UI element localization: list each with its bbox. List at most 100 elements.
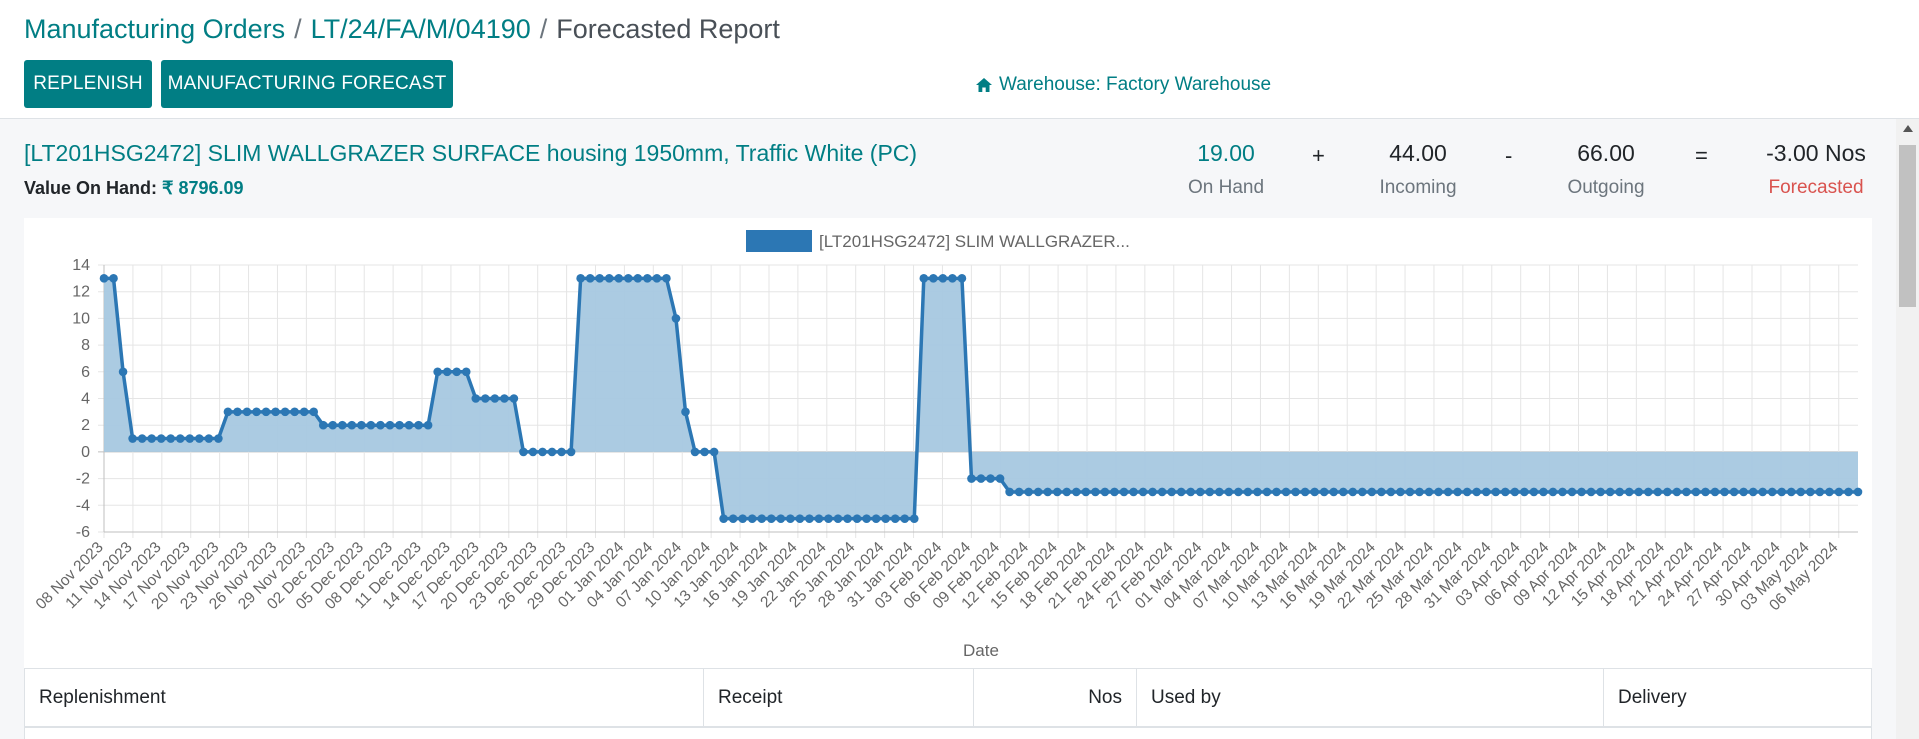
data-point — [309, 407, 319, 417]
data-point — [1815, 487, 1825, 497]
data-point — [1453, 487, 1462, 497]
data-point — [1348, 487, 1358, 497]
data-point — [1653, 487, 1663, 497]
data-point — [986, 474, 995, 483]
data-point — [1710, 487, 1720, 497]
forecast-chart: 14 12 10 8 6 4 2 0 -2 -4 -6 08 Nov 2023 11 Nov 2023 1… — [24, 218, 1872, 668]
data-point — [1386, 487, 1396, 497]
data-point — [1615, 487, 1624, 497]
data-point — [1005, 487, 1014, 497]
column-header-replenishment[interactable]: Replenishment — [25, 669, 704, 727]
data-point — [1396, 487, 1405, 497]
column-header-used-by[interactable]: Used by — [1137, 669, 1604, 727]
data-point — [938, 274, 948, 283]
data-point — [900, 514, 910, 523]
data-point — [633, 274, 643, 283]
scroll-up-arrow-icon[interactable] — [1903, 125, 1913, 132]
y-tick-label: 12 — [72, 284, 90, 301]
y-tick-label: -6 — [76, 524, 90, 541]
data-point — [261, 407, 271, 417]
data-point — [338, 420, 347, 430]
data-point — [1844, 487, 1853, 497]
column-header-receipt[interactable]: Receipt — [704, 669, 974, 727]
data-point — [852, 514, 862, 523]
data-point — [1548, 487, 1558, 497]
data-point — [1739, 487, 1748, 497]
data-point — [528, 447, 538, 457]
minus-operator: - — [1505, 143, 1513, 168]
data-point — [481, 394, 490, 403]
data-point — [1338, 487, 1348, 497]
data-point — [728, 514, 738, 523]
data-point — [1367, 487, 1377, 497]
data-point — [519, 447, 528, 457]
data-point — [1157, 487, 1167, 497]
data-point — [1434, 487, 1443, 497]
data-point — [948, 274, 957, 283]
data-point — [890, 514, 900, 523]
equals-operator: = — [1695, 143, 1708, 168]
outgoing-label: Outgoing — [1567, 177, 1645, 198]
data-point — [957, 274, 967, 283]
data-point — [1291, 487, 1300, 497]
data-point — [1091, 487, 1100, 497]
data-point — [128, 434, 137, 443]
data-point — [233, 407, 242, 417]
forecasted-stat: -3.00 Nos Forecasted — [1753, 140, 1879, 199]
data-point — [137, 434, 147, 443]
column-header-quantity[interactable]: Nos — [974, 669, 1137, 727]
data-point — [757, 514, 767, 523]
data-point — [1729, 487, 1739, 497]
on-hand-value: 19.00 — [1197, 140, 1255, 166]
data-point — [1691, 487, 1701, 497]
data-point — [299, 407, 309, 417]
data-point — [242, 407, 252, 417]
data-point — [1748, 487, 1758, 497]
data-point — [1481, 487, 1491, 497]
data-point — [576, 274, 585, 283]
data-point — [500, 394, 509, 403]
y-tick-label: 10 — [72, 310, 90, 327]
y-tick-label: 0 — [81, 444, 90, 461]
scrollbar-thumb[interactable] — [1899, 145, 1916, 307]
warehouse-selector[interactable]: Warehouse: Factory Warehouse — [975, 74, 1271, 96]
data-point — [1701, 487, 1710, 497]
data-point — [433, 367, 442, 377]
data-point — [1167, 487, 1176, 497]
series-area — [104, 278, 1858, 519]
replenish-button[interactable]: REPLENISH — [24, 60, 152, 108]
column-header-delivery[interactable]: Delivery — [1618, 687, 1687, 708]
breadcrumb-order-reference[interactable]: LT/24/FA/M/04190 — [310, 14, 531, 44]
data-point — [471, 394, 481, 403]
data-point — [1052, 487, 1062, 497]
data-point — [1043, 487, 1053, 497]
data-point — [1415, 487, 1424, 497]
data-point — [1319, 487, 1329, 497]
product-title[interactable]: [LT201HSG2472] SLIM WALLGRAZER SURFACE h… — [24, 140, 918, 166]
breadcrumb-manufacturing-orders[interactable]: Manufacturing Orders — [24, 14, 286, 44]
data-point — [147, 434, 156, 443]
data-point — [1253, 487, 1262, 497]
data-point — [929, 274, 938, 283]
data-point — [452, 367, 462, 377]
forecast-table-body — [24, 728, 1872, 739]
data-point — [1462, 487, 1472, 497]
data-point — [881, 514, 890, 523]
data-point — [1796, 487, 1806, 497]
data-point — [109, 274, 118, 283]
data-point — [1129, 487, 1138, 497]
value-on-hand-label: Value On Hand: — [24, 178, 158, 198]
data-point — [604, 274, 614, 283]
data-point — [1834, 487, 1844, 497]
manufacturing-forecast-button[interactable]: MANUFACTURING FORECAST — [161, 60, 453, 108]
y-tick-label: 2 — [81, 417, 90, 434]
data-point — [1443, 487, 1453, 497]
data-point — [195, 434, 204, 443]
plus-operator: + — [1312, 143, 1325, 168]
data-point — [214, 434, 223, 443]
data-point — [538, 447, 547, 457]
data-point — [385, 420, 395, 430]
data-point — [643, 274, 652, 283]
data-point — [1586, 487, 1596, 497]
incoming-value: 44.00 — [1389, 140, 1447, 166]
